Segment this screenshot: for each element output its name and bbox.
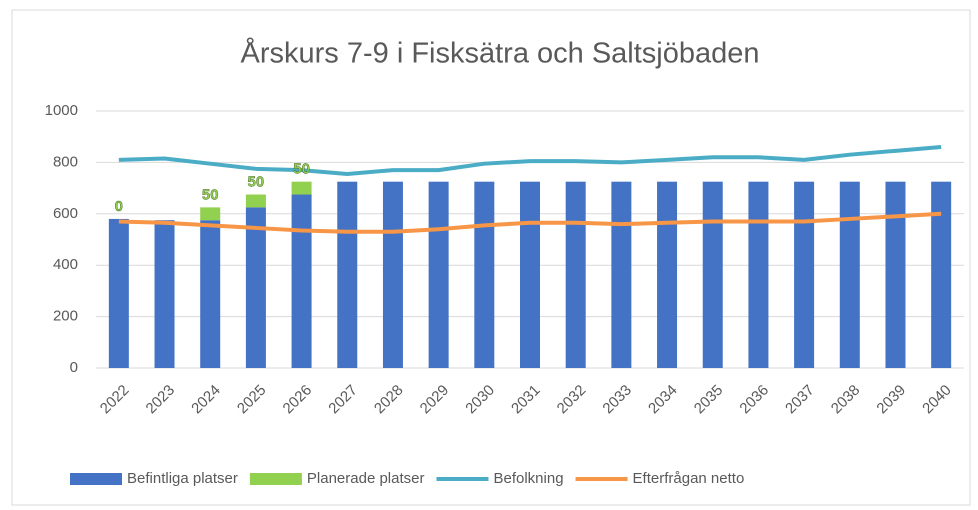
y-tick-label: 1000 bbox=[45, 102, 78, 119]
bar bbox=[108, 218, 129, 368]
legend-label: Planerade platser bbox=[307, 470, 425, 487]
y-tick-label: 600 bbox=[53, 205, 78, 222]
bar bbox=[291, 194, 312, 368]
data-label: 50 bbox=[202, 186, 219, 203]
y-tick-label: 400 bbox=[53, 256, 78, 273]
bar bbox=[657, 181, 678, 368]
bar bbox=[245, 194, 266, 208]
y-tick-label: 200 bbox=[53, 308, 78, 325]
bar bbox=[702, 181, 723, 368]
bar bbox=[565, 181, 586, 368]
bar bbox=[748, 181, 769, 368]
y-tick-label: 800 bbox=[53, 153, 78, 170]
legend-swatch bbox=[70, 473, 122, 485]
legend-label: Efterfrågan netto bbox=[633, 470, 745, 487]
line bbox=[118, 211, 942, 234]
bar bbox=[931, 181, 952, 368]
bar bbox=[794, 181, 815, 368]
bar bbox=[885, 181, 906, 368]
bar bbox=[520, 181, 540, 368]
bar bbox=[428, 181, 449, 368]
y-tick-label: 0 bbox=[70, 359, 78, 376]
bar bbox=[839, 181, 860, 368]
data-label: 0 bbox=[115, 198, 123, 215]
data-label: 50 bbox=[293, 161, 310, 178]
legend-label: Befintliga platser bbox=[127, 470, 238, 487]
bar bbox=[474, 181, 495, 368]
bar bbox=[245, 207, 266, 368]
legend-label: Befolkning bbox=[493, 470, 563, 487]
data-label: 50 bbox=[248, 173, 265, 190]
bar bbox=[382, 181, 403, 368]
line bbox=[118, 144, 942, 176]
bar bbox=[291, 181, 312, 195]
legend-swatch bbox=[249, 473, 302, 485]
bar bbox=[200, 220, 221, 368]
bar bbox=[154, 220, 175, 368]
bar bbox=[200, 207, 221, 221]
chart-title: Årskurs 7-9 i Fisksätra och Saltsjöbaden bbox=[241, 37, 760, 70]
bar bbox=[611, 181, 632, 368]
bar bbox=[337, 181, 358, 368]
